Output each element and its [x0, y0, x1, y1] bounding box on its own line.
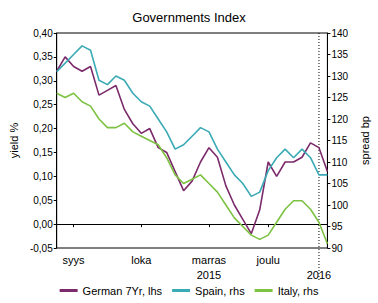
svg-text:Governments Index: Governments Index [132, 10, 246, 25]
svg-text:2015: 2015 [197, 269, 221, 281]
svg-text:100: 100 [331, 200, 348, 211]
svg-text:0,25: 0,25 [33, 99, 53, 110]
svg-text:0,15: 0,15 [33, 147, 53, 158]
svg-text:90: 90 [331, 243, 343, 254]
svg-text:2016: 2016 [306, 268, 332, 281]
svg-text:0,00: 0,00 [33, 219, 53, 230]
svg-text:115: 115 [331, 135, 347, 146]
svg-text:-0,05: -0,05 [30, 243, 53, 254]
svg-text:135: 135 [331, 49, 348, 60]
svg-text:95: 95 [331, 221, 343, 232]
svg-text:0,10: 0,10 [33, 171, 53, 182]
svg-text:syys: syys [63, 254, 86, 266]
svg-text:Spain, rhs: Spain, rhs [195, 285, 245, 297]
svg-text:120: 120 [331, 114, 348, 125]
svg-text:125: 125 [331, 92, 348, 103]
svg-text:110: 110 [331, 157, 347, 168]
svg-text:German 7Yr, lhs: German 7Yr, lhs [83, 285, 163, 297]
svg-text:140: 140 [331, 28, 348, 39]
svg-text:0,30: 0,30 [33, 75, 53, 86]
svg-text:0,05: 0,05 [33, 195, 53, 206]
svg-text:spread bp: spread bp [359, 116, 371, 165]
svg-text:0,20: 0,20 [33, 123, 53, 134]
svg-text:0,35: 0,35 [33, 51, 53, 62]
svg-text:Italy, rhs: Italy, rhs [278, 285, 319, 297]
svg-text:0,40: 0,40 [33, 28, 53, 39]
svg-text:yield %: yield % [8, 123, 20, 159]
svg-text:130: 130 [331, 71, 348, 82]
svg-text:marras: marras [192, 254, 227, 266]
svg-text:105: 105 [331, 178, 348, 189]
svg-text:loka: loka [131, 254, 152, 266]
svg-text:joulu: joulu [256, 254, 280, 266]
